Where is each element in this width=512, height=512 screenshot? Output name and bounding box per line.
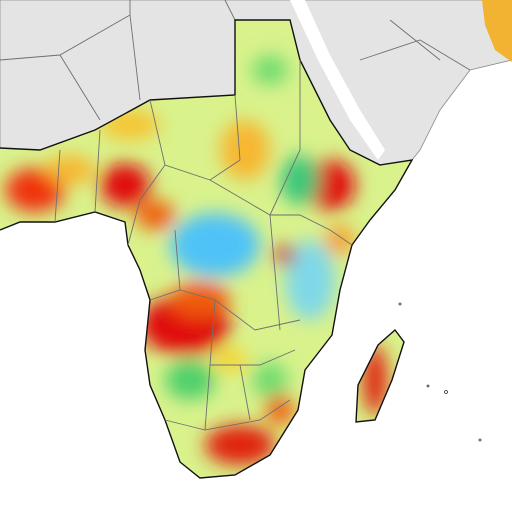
islands [398, 302, 482, 442]
north-borders [0, 0, 471, 121]
red-sea [290, 0, 385, 160]
arabia-orange [482, 0, 512, 62]
country-borders [0, 19, 414, 479]
